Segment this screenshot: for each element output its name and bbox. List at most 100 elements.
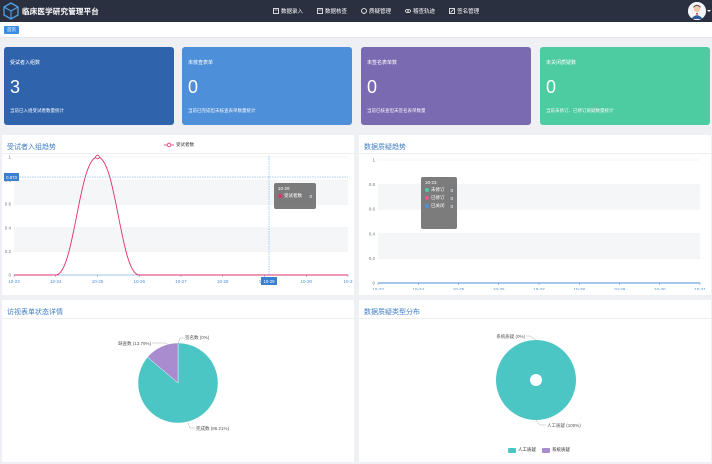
- stat-title: 未核查表单: [188, 60, 214, 66]
- chart-series: [13, 154, 348, 276]
- x-tick-label: 10-25: [92, 279, 104, 284]
- nav-data-entry[interactable]: 数据录入: [266, 0, 310, 22]
- divider: [359, 153, 711, 154]
- y-tick-label: 0: [372, 281, 375, 286]
- slice-label: 完成数 (86.21%): [196, 425, 230, 432]
- x-axis-ticks: 10-2310-2410-2510-2610-2710-2810-2910-30…: [8, 274, 353, 284]
- stat-value: 0: [367, 77, 378, 97]
- stat-title: 未签名表单数: [367, 60, 398, 66]
- stat-title: 受试者入组数: [10, 60, 41, 66]
- legend-label: 系统质疑: [552, 447, 570, 452]
- x-tick-label: 10-26: [133, 279, 145, 284]
- y-axis-ticks: 00.20.40.60.81: [369, 158, 376, 286]
- label-leader: [535, 419, 546, 426]
- query-type-pie-chart[interactable]: 系统质疑 (0%) 人工质疑 (100%): [358, 320, 712, 460]
- label-leader: [187, 422, 195, 429]
- legend-item-system[interactable]: 系统质疑: [542, 447, 570, 453]
- nav-data-check[interactable]: 数据核查: [310, 0, 354, 22]
- pie-slices: [137, 342, 219, 424]
- visit-status-pie-chart[interactable]: 缺查数 (13.79%) 签名数 (0%) 完成数 (86.21%): [0, 320, 356, 460]
- tooltip-value: 0: [309, 193, 312, 199]
- crosshair-y-badge: [4, 173, 19, 181]
- stat-card-enrolled: 受试者入组数 3 当前已入组受试者数量统计: [4, 47, 174, 125]
- app-title: 临床医学研究管理平台: [22, 7, 99, 16]
- book-icon: [317, 8, 323, 14]
- grid-band: [14, 180, 348, 205]
- y-tick-label: 0.4: [369, 231, 376, 236]
- series-dot-icon: [425, 196, 429, 200]
- y-axis-ticks: 00.20.40.60.81: [5, 155, 12, 278]
- tooltip-series: 未修订: [431, 187, 445, 192]
- panel-title: 访视表单状态详情: [7, 309, 63, 316]
- pie-slice[interactable]: [147, 342, 179, 384]
- y-tick-label: 1: [8, 155, 11, 160]
- tooltip-series: 已关闭: [431, 203, 445, 208]
- book-icon: [273, 8, 279, 14]
- x-tick-label: 10-28: [573, 287, 585, 290]
- tooltip-row: 已关闭 0: [425, 203, 453, 209]
- stat-description: 当前未修订、已修订质疑数量统计: [546, 108, 614, 113]
- top-navbar: 临床医学研究管理平台 数据录入 数据核查 质疑管理 稽查轨迹 签名管理: [0, 0, 712, 22]
- x-tick-label: 10-25: [453, 287, 465, 290]
- chevron-down-icon[interactable]: [707, 10, 711, 12]
- nav-signature-management[interactable]: 签名管理: [442, 0, 486, 22]
- user-avatar[interactable]: [688, 2, 706, 20]
- stat-card-open-queries: 未关闭质疑数 0 当前未修订、已修订质疑数量统计: [540, 47, 710, 125]
- y-tick-label: 0.2: [369, 256, 376, 261]
- grid-band: [14, 227, 348, 252]
- x-tick-label: 10-3: [343, 279, 353, 284]
- nav-label: 稽查轨迹: [413, 9, 436, 15]
- tooltip-value: 0: [450, 203, 453, 209]
- label-leader: [526, 335, 537, 341]
- nav-query-management[interactable]: 质疑管理: [354, 0, 398, 22]
- crosshair-x-badge: [261, 277, 277, 285]
- pie-legend: 人工质疑 系统质疑: [508, 447, 570, 453]
- chart-legend[interactable]: 受试者数: [164, 142, 194, 148]
- x-tick-label: 10-31: [694, 287, 706, 290]
- y-tick-label: 0.2: [5, 249, 12, 254]
- stat-description: 当前已入组受试者数量统计: [10, 108, 64, 113]
- series-line: [13, 156, 348, 276]
- y-tick-label: 0: [8, 273, 11, 278]
- cube-logo-icon: [3, 2, 19, 20]
- legend-line-marker-icon: [164, 142, 174, 148]
- main-nav: 数据录入 数据核查 质疑管理 稽查轨迹 签名管理: [266, 0, 486, 22]
- tooltip-value: 0: [450, 195, 453, 201]
- x-tick-label: 10-24: [50, 279, 62, 284]
- tooltip-row: 未修订 0: [425, 187, 453, 193]
- nav-label: 质疑管理: [369, 9, 392, 15]
- stat-description: 当前已核查但未签名表单数量: [367, 108, 426, 113]
- legend-label: 人工质疑: [518, 447, 536, 452]
- slice-label: 签名数 (0%): [185, 334, 210, 341]
- nav-audit-trail[interactable]: 稽查轨迹: [398, 0, 442, 22]
- x-tick-label: 10-27: [175, 279, 187, 284]
- x-tick-label: 10-30: [300, 279, 312, 284]
- slice-label: 缺查数 (13.79%): [118, 340, 152, 347]
- enrollment-trend-chart[interactable]: 00.20.40.60.81 10-2310-2410-2510-2610-27…: [0, 150, 356, 290]
- tooltip-series: 受试者数: [284, 193, 302, 198]
- x-tick-label: 10-28: [217, 279, 229, 284]
- crosshair-y-label: 0.873: [6, 175, 17, 180]
- nav-label: 签名管理: [457, 9, 480, 15]
- enrollment-trend-panel: 受试者入组趋势: [2, 135, 354, 295]
- breadcrumb: 首页: [0, 22, 712, 38]
- y-tick-label: 0.4: [5, 225, 12, 230]
- stat-description: 当前已完成但未核查表单数量统计: [188, 108, 256, 113]
- query-trend-chart[interactable]: 0 0.2 0.4 0.6 0.8 1 10-23 10-24 10-25 10-26 10-27…: [358, 150, 712, 291]
- data-point[interactable]: [95, 154, 100, 160]
- tooltip-series: 已修订: [431, 195, 445, 200]
- slice-label: 系统质疑 (0%): [496, 333, 525, 340]
- chart-grid: [14, 156, 348, 276]
- query-tooltip: 10-23 未修订 0 已修订 0 已关闭 0: [421, 177, 457, 229]
- legend-label: 受试者数: [176, 142, 194, 147]
- breadcrumb-home-tab[interactable]: 首页: [4, 26, 19, 34]
- panel-title: 数据质疑类型分布: [364, 309, 420, 316]
- stat-title: 未关闭质疑数: [546, 60, 577, 66]
- legend-item-manual[interactable]: 人工质疑: [508, 447, 536, 453]
- query-trend-panel: 数据质疑趋势: [359, 135, 711, 295]
- divider: [2, 153, 354, 154]
- panel-title: 受试者入组趋势: [7, 144, 56, 151]
- pie-slices: [496, 340, 576, 420]
- label-leader: [177, 337, 184, 345]
- pie-labels: 系统质疑 (0%) 人工质疑 (100%): [496, 333, 581, 429]
